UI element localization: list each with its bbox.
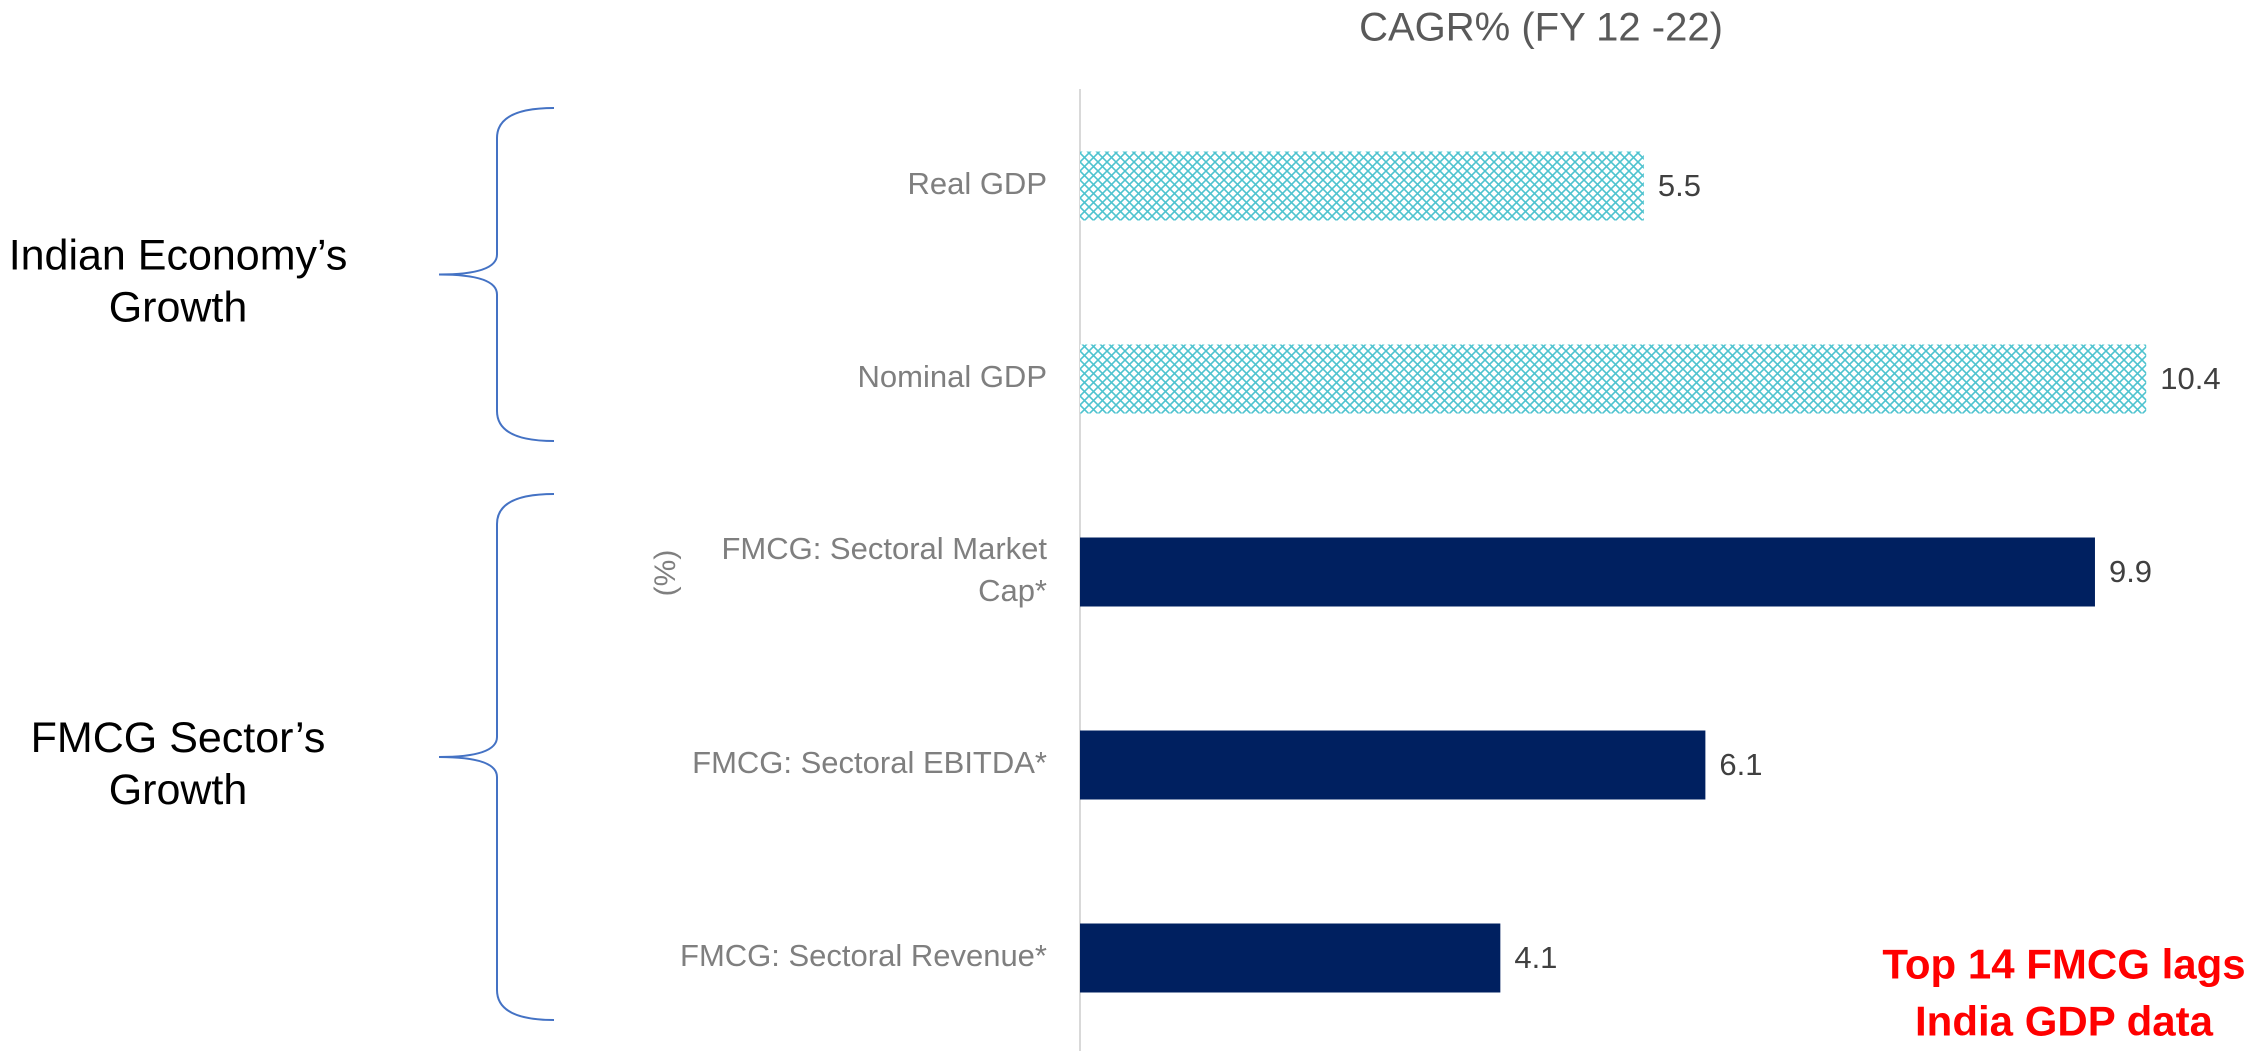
text-line: Indian Economy’s bbox=[9, 232, 348, 280]
data-label: 5.5 bbox=[1658, 168, 1701, 203]
bar bbox=[1080, 730, 1706, 800]
text-line: FMCG Sector’s bbox=[31, 714, 326, 762]
group-brace bbox=[438, 493, 555, 1021]
group-label: FMCG Sector’s Growth bbox=[31, 714, 326, 814]
annotation: Top 14 FMCG lags India GDP data bbox=[1882, 941, 2245, 1045]
data-label: 4.1 bbox=[1514, 940, 1557, 975]
chart-title: CAGR% (FY 12 -22) bbox=[1359, 6, 1723, 50]
data-label: 9.9 bbox=[2109, 554, 2152, 589]
text-line: Growth bbox=[109, 284, 248, 332]
bar bbox=[1080, 344, 2147, 414]
group-label: Indian Economy’s Growth bbox=[9, 232, 348, 332]
axis-label: (%) bbox=[649, 550, 682, 597]
group-brace bbox=[438, 107, 555, 442]
data-label: 6.1 bbox=[1719, 747, 1762, 782]
text-line: FMCG: Sectoral Market bbox=[721, 531, 1047, 566]
y-tick-label: FMCG: Sectoral Market Cap* bbox=[721, 531, 1047, 608]
text-line: Cap* bbox=[978, 573, 1047, 608]
y-tick-label: FMCG: Sectoral Revenue* bbox=[680, 938, 1047, 973]
y-tick-label: FMCG: Sectoral EBITDA* bbox=[692, 745, 1047, 780]
bar bbox=[1080, 151, 1644, 221]
data-label: 10.4 bbox=[2160, 361, 2220, 396]
text-line: India GDP data bbox=[1915, 998, 2214, 1045]
bar bbox=[1080, 923, 1501, 993]
text-line: Top 14 FMCG lags bbox=[1882, 941, 2245, 988]
y-tick-label: Nominal GDP bbox=[858, 359, 1048, 394]
y-tick-label: Real GDP bbox=[907, 166, 1047, 201]
bar bbox=[1080, 537, 2095, 607]
text-line: Growth bbox=[109, 766, 248, 814]
